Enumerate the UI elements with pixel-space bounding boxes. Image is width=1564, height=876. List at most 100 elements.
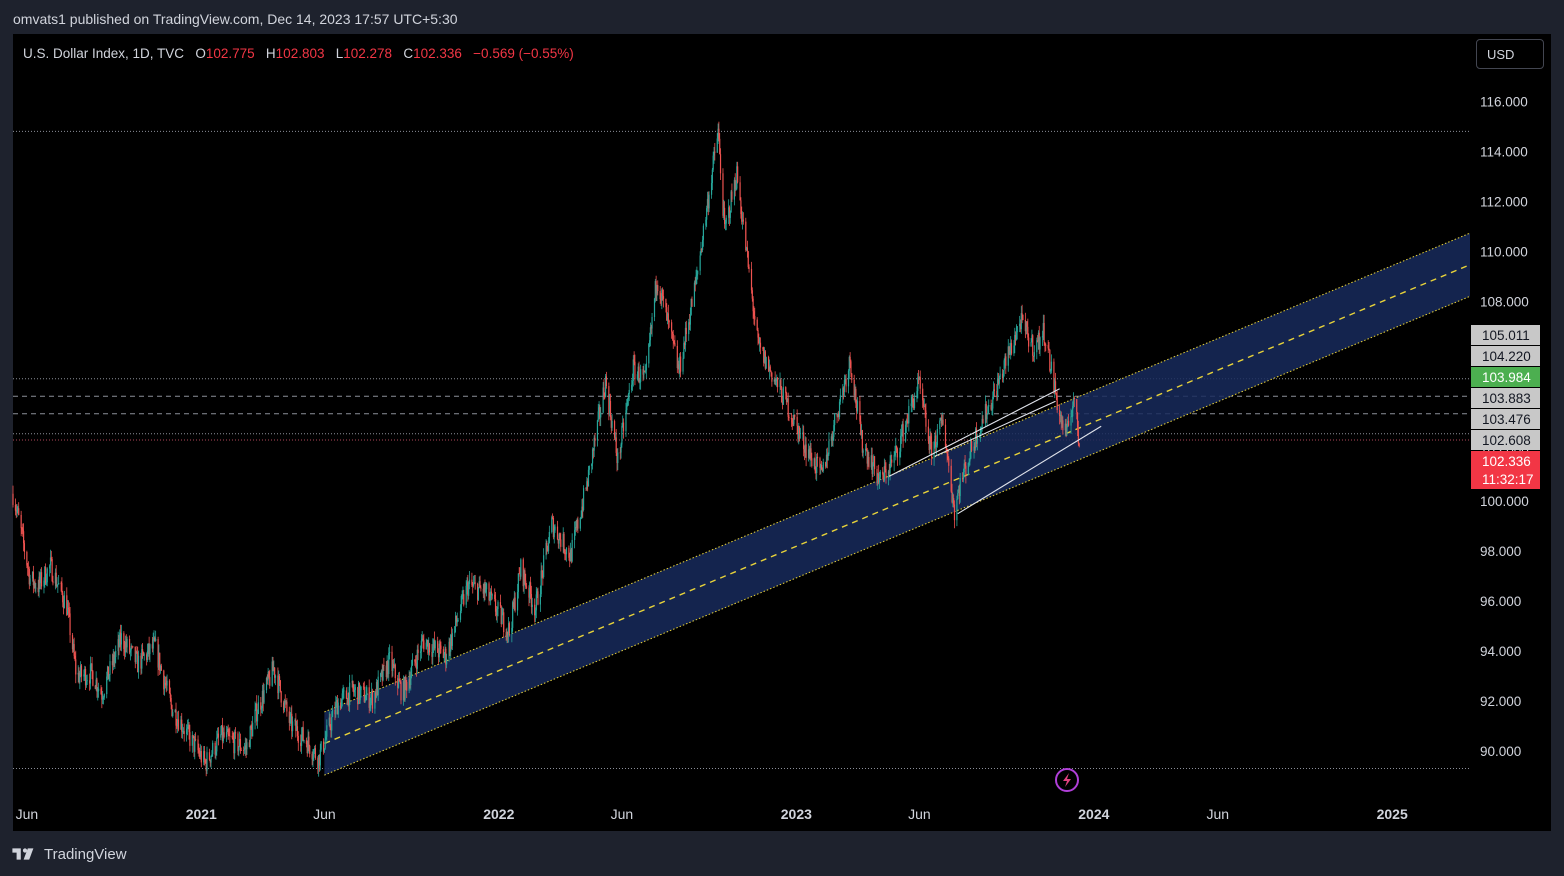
candle-body: [33, 582, 35, 586]
candle-body: [159, 665, 162, 671]
candle-body: [450, 634, 453, 646]
candle-body: [446, 658, 448, 665]
candle-body: [432, 646, 434, 657]
candle-body: [802, 432, 804, 434]
candle-body: [220, 734, 222, 738]
candle-body: [410, 675, 412, 685]
candle-body: [386, 660, 388, 677]
candle-body: [957, 489, 960, 494]
y-axis-tick-label: 108.000: [1480, 294, 1529, 309]
candle-body: [472, 585, 474, 587]
candle-body: [582, 506, 584, 511]
candle-body: [1032, 335, 1034, 356]
candle-body: [1050, 361, 1053, 371]
candle-body: [513, 597, 515, 608]
candle-body: [1060, 414, 1062, 425]
candle-body: [517, 573, 519, 592]
candle-body: [683, 342, 685, 359]
candle-body: [768, 357, 770, 371]
candle-body: [910, 403, 912, 407]
candle-body: [1039, 337, 1041, 350]
candle-body: [587, 469, 590, 487]
candle-body: [718, 128, 720, 139]
candle-body: [775, 379, 777, 382]
candle-body: [1044, 342, 1046, 345]
candle-body: [368, 687, 370, 708]
candle-body: [112, 654, 114, 666]
candle-body: [106, 676, 108, 695]
candle-body: [575, 527, 577, 529]
candle-body: [409, 678, 411, 685]
candle-body: [853, 379, 855, 396]
candle-body: [348, 692, 350, 705]
currency-button[interactable]: USD: [1476, 39, 1544, 69]
candle-body: [58, 583, 60, 585]
candle-body: [1008, 346, 1010, 355]
candle-body: [402, 680, 405, 701]
candle-body: [142, 649, 144, 653]
candle-body: [716, 138, 718, 153]
candle-body: [479, 581, 481, 588]
candle-body: [181, 719, 183, 732]
candle-body: [375, 681, 378, 698]
candle-body: [804, 444, 806, 453]
candle-body: [443, 655, 445, 658]
candle-body: [1064, 423, 1066, 431]
candle-body: [358, 682, 361, 701]
candle-body: [1067, 420, 1070, 426]
candle-body: [631, 384, 633, 390]
candle-body: [296, 726, 299, 736]
candle-body: [164, 682, 167, 685]
candle-body: [194, 739, 197, 741]
candle-body: [913, 402, 915, 409]
candle-body: [291, 721, 294, 732]
candle-body: [763, 351, 766, 363]
candle-body: [1076, 399, 1078, 413]
candle-body: [113, 654, 115, 663]
candle-body: [489, 598, 491, 601]
candle-body: [831, 436, 833, 441]
candle-body: [210, 756, 212, 763]
tradingview-brand[interactable]: TradingView: [12, 845, 127, 863]
candle-body: [431, 652, 433, 657]
candle-body: [107, 666, 109, 680]
candle-body: [1028, 337, 1030, 347]
candle-body: [394, 664, 396, 679]
candle-body: [585, 488, 587, 490]
candle-body: [860, 430, 863, 435]
candle-body: [1009, 350, 1011, 355]
candle-body: [929, 436, 931, 451]
candle-body: [57, 584, 59, 586]
candle-body: [790, 417, 793, 420]
candle-body: [665, 298, 667, 308]
candle-body: [712, 155, 714, 170]
candle-body: [700, 248, 702, 256]
candle-body: [973, 446, 975, 451]
candle-body: [365, 694, 367, 701]
candle-body: [385, 665, 387, 677]
candle-body: [993, 389, 996, 391]
candle-body: [552, 517, 555, 538]
candle-body: [759, 342, 761, 344]
candle-body: [764, 351, 766, 369]
candle-body: [1062, 420, 1064, 431]
candle-body: [1027, 326, 1029, 338]
candle-body: [483, 583, 485, 594]
candle-body: [603, 387, 605, 397]
candle-body: [12, 493, 14, 505]
candle-body: [325, 736, 327, 740]
candle-body: [471, 579, 473, 586]
candle-body: [609, 400, 612, 418]
candle-body: [243, 750, 245, 752]
chart-area[interactable]: [13, 34, 1551, 831]
candle-body: [893, 455, 895, 463]
candle-body: [176, 725, 178, 727]
candle-body: [61, 583, 63, 593]
candle-body: [666, 307, 668, 321]
candle-body: [982, 418, 984, 424]
y-axis-tick-label: 116.000: [1480, 94, 1528, 109]
candle-body: [592, 449, 594, 451]
candle-body: [140, 655, 142, 669]
low-label: L: [335, 46, 344, 61]
